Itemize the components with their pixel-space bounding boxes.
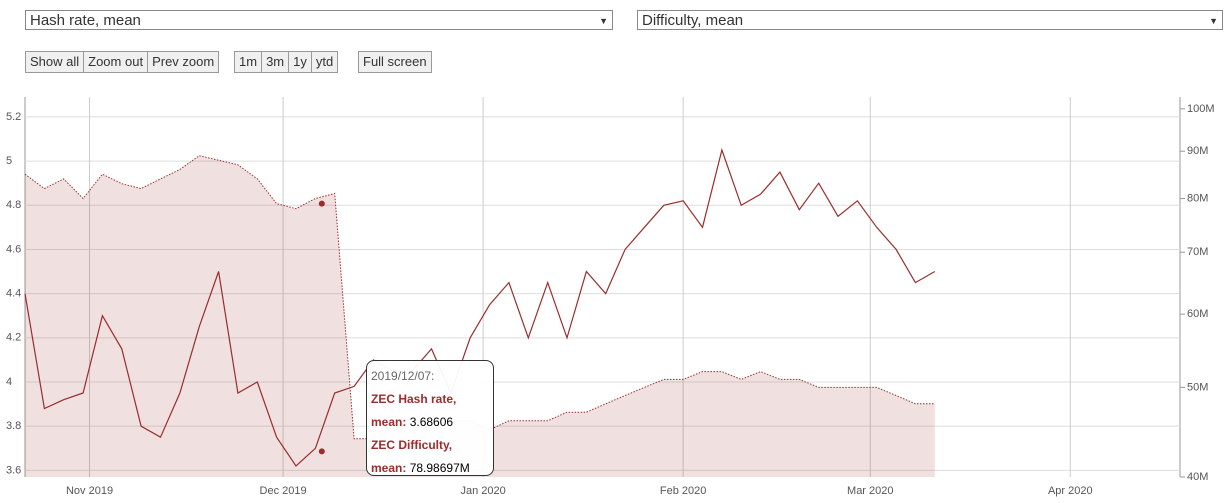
button[interactable]: Prev zoom (147, 51, 220, 73)
tooltip-series: ZEC Hash rate, (371, 392, 457, 406)
left-select[interactable]: Hash rate, mean (25, 10, 613, 31)
x-tick-label: Nov 2019 (66, 485, 113, 497)
x-tick-label: Mar 2020 (847, 485, 893, 497)
screen-group: Full screen (358, 51, 432, 73)
range-group: 1m 3m 1y ytd (234, 51, 339, 73)
series-area (25, 155, 935, 477)
y-tick-label: 4.4 (6, 288, 21, 300)
y2-tick-label: 100M (1187, 103, 1215, 115)
y-tick-label: 4.8 (6, 199, 21, 211)
y2-tick-label: 80M (1187, 192, 1208, 204)
y-tick-label: 5.2 (6, 111, 21, 123)
y-tick-label: 4.2 (6, 332, 21, 344)
button[interactable]: Show all (25, 51, 85, 73)
tooltip-point (318, 200, 325, 207)
y-tick-label: 4 (6, 376, 12, 388)
zoom-group: Show all Zoom out Prev zoom (25, 51, 220, 73)
right-select[interactable]: Difficulty, mean (637, 10, 1223, 31)
tooltip-date: 2019/12/07: (371, 369, 435, 383)
x-tick-label: Apr 2020 (1048, 485, 1093, 497)
tooltip: 2019/12/07: ZEC Hash rate, mean: 3.68606… (366, 360, 494, 476)
button[interactable]: Zoom out (83, 51, 149, 73)
tooltip-point (318, 448, 325, 455)
y2-tick-label: 40M (1187, 471, 1208, 483)
y2-tick-label: 50M (1187, 381, 1208, 393)
x-tick-label: Feb 2020 (660, 485, 706, 497)
tooltip-key: mean: (371, 461, 407, 475)
tooltip-value: 78.98697M (409, 461, 470, 475)
y-tick-label: 4.6 (6, 243, 21, 255)
y2-tick-label: 60M (1187, 308, 1208, 320)
y2-tick-label: 70M (1187, 246, 1208, 258)
button[interactable]: Full screen (358, 51, 432, 73)
tooltip-series: ZEC Difficulty, (371, 438, 453, 452)
y-tick-label: 3.8 (6, 420, 21, 432)
tooltip-value: 3.68606 (409, 415, 454, 429)
x-tick-label: Jan 2020 (460, 485, 505, 497)
y-tick-label: 5 (6, 155, 12, 167)
button[interactable]: 3m (261, 51, 290, 73)
button[interactable]: ytd (310, 51, 339, 73)
y-tick-label: 3.6 (6, 464, 21, 476)
y2-tick-label: 90M (1187, 145, 1208, 157)
tooltip-key: mean: (371, 415, 407, 429)
series-line (24, 147, 936, 467)
button[interactable]: 1y (288, 51, 312, 73)
x-tick-label: Dec 2019 (260, 485, 307, 497)
